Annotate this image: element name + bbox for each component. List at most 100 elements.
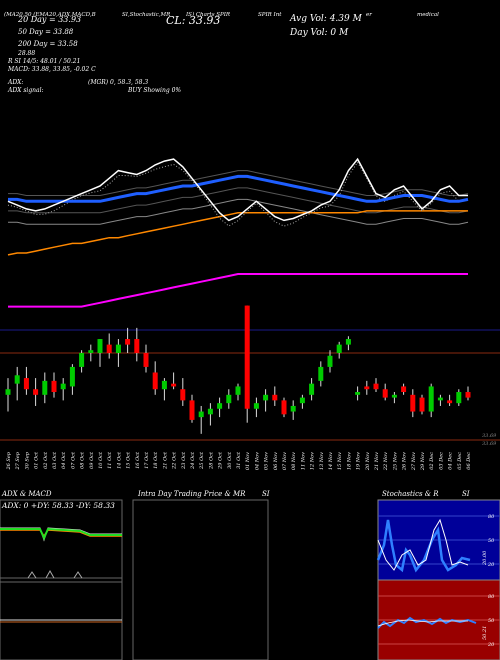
adx-macd-title: ADX & MACD <box>1 490 52 498</box>
price-label: 33.69 <box>482 433 497 439</box>
candle-body <box>373 383 379 390</box>
candle-body <box>14 375 20 384</box>
day-vol-label: Day Vol: 0 M <box>290 28 349 38</box>
date-label: 23 Oct <box>181 451 187 470</box>
date-label: 12 Nov <box>310 452 316 470</box>
date-label: 05 Nov <box>264 452 270 470</box>
header-title-c: IS) Charts SPIR <box>186 12 231 18</box>
candle-body <box>23 378 29 390</box>
date-label: 25 Nov <box>392 452 398 471</box>
candle-body <box>244 305 250 409</box>
date-label: 14 Nov <box>328 452 334 470</box>
ma50-label: 50 Day = 33.88 <box>18 28 74 36</box>
date-label: 16 Oct <box>135 451 141 469</box>
date-label: 04 Oct <box>61 451 67 469</box>
candle-body <box>428 386 434 412</box>
candle-body <box>281 400 287 415</box>
rsi-value: 50.21 <box>482 626 488 640</box>
candle-body <box>115 344 121 353</box>
date-label: 11 Nov <box>300 452 306 470</box>
candle-body <box>189 400 195 420</box>
header-title-e: er <box>366 12 372 18</box>
date-label: 30 Sep <box>24 451 30 469</box>
date-label: 05 Dec <box>457 452 463 470</box>
candle-body <box>456 392 462 404</box>
buy-showing-label: BUY Showing 0% <box>128 87 182 94</box>
date-label: 15 Oct <box>126 451 132 469</box>
stoch-d-line <box>377 518 469 571</box>
candle-body <box>235 386 241 395</box>
date-label: 30 Oct <box>227 451 233 469</box>
candle-body <box>97 339 103 353</box>
date-label: 01 Nov <box>245 452 251 470</box>
date-label: 01 Oct <box>34 451 40 469</box>
candle-body <box>364 386 370 390</box>
stoch-tick: 20 <box>487 562 495 568</box>
date-label: 08 Nov <box>291 452 297 470</box>
intraday-si: SI <box>262 490 270 498</box>
date-label: 25 Oct <box>199 451 205 470</box>
candle-body <box>152 372 158 390</box>
close-label: CL: 33.93 <box>166 14 221 27</box>
date-label: 11 Oct <box>107 451 113 469</box>
candle-body <box>106 344 112 353</box>
candle-body <box>447 400 453 404</box>
candle-body <box>125 339 131 345</box>
date-label: 04 Dec <box>448 452 454 470</box>
ma20-label: 20 Day = 33.93 <box>18 15 82 24</box>
ma200-line <box>8 273 468 308</box>
date-label: 28 Oct <box>208 451 214 470</box>
price-label: 33.69 <box>482 441 497 447</box>
date-label: 21 Oct <box>162 451 168 470</box>
candle-body <box>161 380 167 390</box>
header-title: (MA20,50 (EMA20,ADX,MACD,B <box>4 12 96 18</box>
adx-signal-label: ADX signal: <box>8 87 44 94</box>
candle-body <box>226 394 232 404</box>
spacer-label <box>480 322 482 328</box>
candle-body <box>401 386 407 393</box>
date-label: 04 Nov <box>254 452 260 470</box>
date-label: 08 Oct <box>80 451 86 469</box>
candle-body <box>207 408 213 415</box>
date-label: 24 Oct <box>190 451 196 470</box>
date-label: 22 Nov <box>383 452 389 471</box>
r-value: 28.88 <box>18 50 36 57</box>
candle-body <box>327 355 333 367</box>
stoch-si: SI <box>462 490 470 498</box>
candle-body <box>355 392 361 395</box>
candle-body <box>88 350 94 353</box>
mgr-readout: (MGR) 0, 58.3, 58.3 <box>88 79 149 86</box>
date-label: 21 Nov <box>374 452 380 471</box>
rsi-readout: R SI 14/5: 48.01 / 50.21 <box>8 58 81 65</box>
candle-body <box>5 389 11 395</box>
intraday-frame <box>132 499 269 660</box>
date-label: 03 Oct <box>52 451 58 469</box>
header-title-f: medical <box>417 12 439 18</box>
rsi-tick: 20 <box>487 642 495 648</box>
adx-values: ADX: 0 +DY: 58.33 -DY: 58.33 <box>1 501 115 510</box>
intraday-title: Intra Day Trading Price & MR <box>137 490 246 498</box>
date-label: 06 Nov <box>273 452 279 470</box>
candle-body <box>253 403 259 409</box>
candle-body <box>69 366 75 387</box>
candle-body <box>217 403 223 409</box>
macd-readout: MACD: 33.88, 33.85, -0.02 C <box>8 66 96 73</box>
date-label: 22 Oct <box>172 451 178 470</box>
candle-body <box>180 389 186 401</box>
ma200-label: 200 Day = 33.58 <box>18 40 78 48</box>
rsi-tick: 50 <box>488 618 495 624</box>
date-label: 20 Nov <box>365 452 371 471</box>
date-label: 19 Nov <box>356 452 362 470</box>
candle-body <box>419 397 425 412</box>
date-label: 27 Sep <box>15 451 21 470</box>
adx-green-line <box>0 527 122 541</box>
candle-body <box>465 392 471 398</box>
candle-body <box>309 383 315 395</box>
candle-body <box>51 380 57 393</box>
band-upper-line <box>8 170 469 196</box>
date-label: 29 Oct <box>218 451 224 470</box>
date-label: 14 Oct <box>116 451 122 469</box>
candle-body <box>134 339 140 353</box>
date-label: 27 Nov <box>411 452 417 471</box>
